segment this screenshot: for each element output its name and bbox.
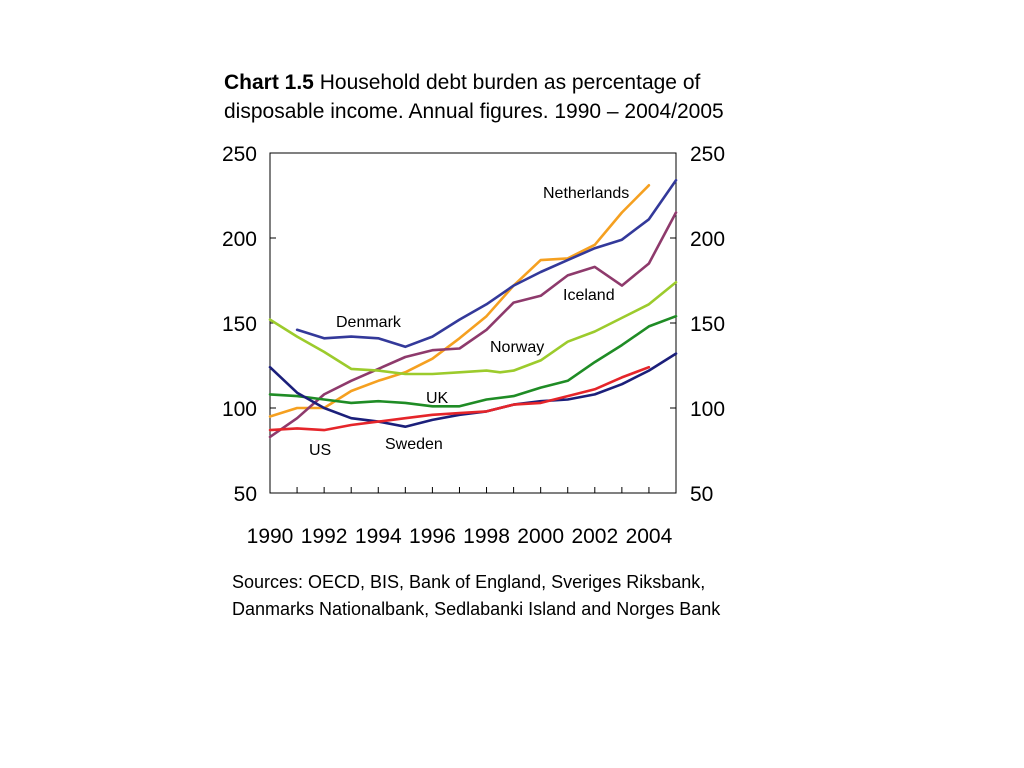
series-line-norway [268, 280, 678, 376]
series-label-uk: UK [426, 390, 449, 407]
series-line-denmark [295, 178, 678, 349]
series-line-netherlands [268, 184, 651, 418]
y-tick-label-right: 200 [690, 228, 725, 251]
series-label-us: US [309, 442, 331, 459]
series-label-denmark: Denmark [336, 314, 402, 331]
x-tick-label: 1996 [409, 525, 456, 548]
x-tick-label: 1994 [355, 525, 402, 548]
x-tick-label: 1998 [463, 525, 510, 548]
y-tick-label-right: 150 [690, 313, 725, 336]
series-line-us [268, 365, 651, 432]
axis-ticks: 1990 1992 1994 1996 1998 2000 2002 2004 250 200 15… [222, 143, 725, 548]
y-tick-label-left: 150 [222, 313, 257, 336]
series-line-uk [268, 314, 678, 408]
x-tick-label: 1990 [247, 525, 294, 548]
series-label-netherlands: Netherlands [543, 185, 629, 202]
x-tick-label: 2002 [571, 525, 618, 548]
y-tick-label-right: 100 [690, 398, 725, 421]
chart-title-text: Household debt burden as percentage of d… [224, 71, 724, 123]
series-label-sweden: Sweden [385, 436, 443, 453]
x-tick-label: 1992 [301, 525, 348, 548]
y-tick-label-right: 50 [690, 483, 713, 506]
x-tick-label: 2000 [517, 525, 564, 548]
x-tick-label: 2004 [626, 525, 673, 548]
series-label-norway: Norway [490, 339, 544, 356]
y-tick-label-left: 250 [222, 143, 257, 166]
series-group [268, 178, 678, 439]
y-tick-label-left: 200 [222, 228, 257, 251]
chart-number: Chart 1.5 [224, 71, 314, 94]
chart-title: Chart 1.5 Household debt burden as perce… [224, 68, 784, 126]
y-tick-label-left: 100 [222, 398, 257, 421]
sources-line-1: Sources: OECD, BIS, Bank of England, Sve… [232, 572, 706, 592]
sources-line-2: Danmarks Nationalbank, Sedlabanki Island… [232, 599, 721, 619]
labels-group: Netherlands Denmark Iceland Norway UK Sweden U… [309, 185, 629, 459]
series-label-iceland: Iceland [563, 287, 615, 304]
series-line-iceland [268, 211, 678, 439]
y-tick-label-right: 250 [690, 143, 725, 166]
y-tick-label-left: 50 [234, 483, 257, 506]
sources-note: Sources: OECD, BIS, Bank of England, Sve… [232, 569, 792, 623]
